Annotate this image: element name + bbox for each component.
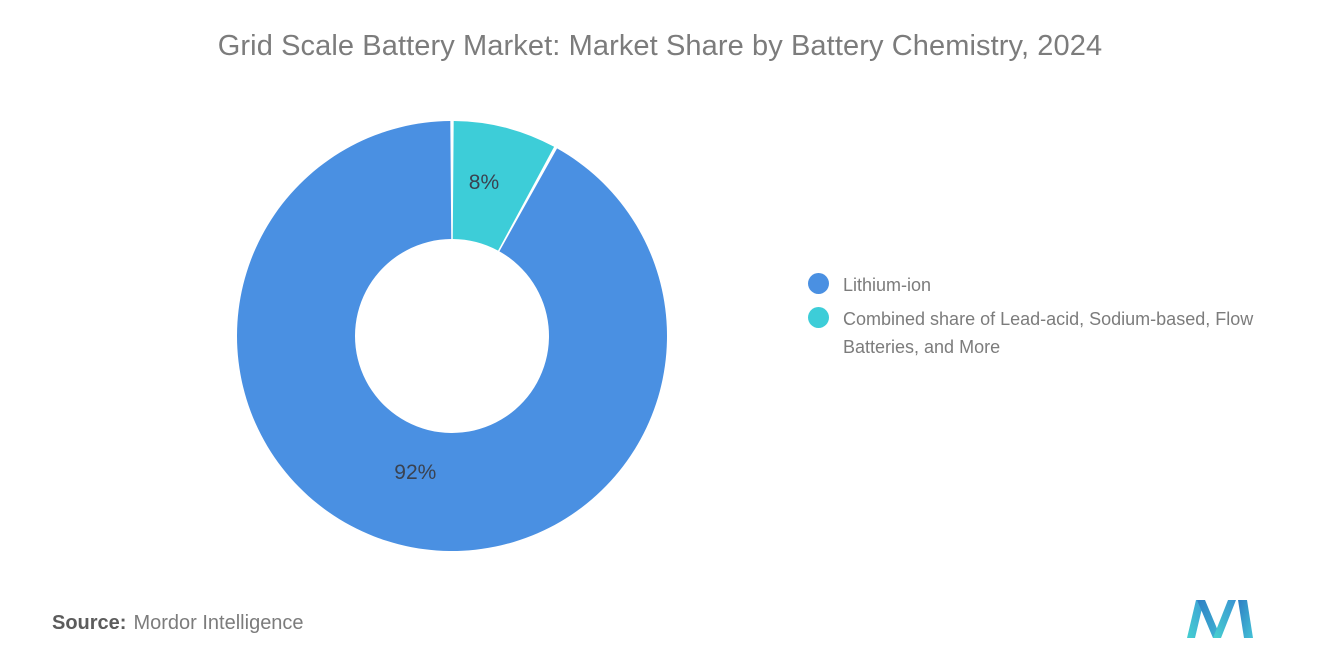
- donut-label-combined-share: 8%: [468, 170, 500, 194]
- source-prefix-label: Source:: [52, 612, 127, 634]
- source-value-label: Mordor Intelligence: [133, 612, 304, 634]
- donut-slice-combined-share[interactable]: [452, 121, 555, 251]
- source-line: Source: Mordor Intelligence: [52, 612, 304, 635]
- chart-title: Grid Scale Battery Market: Market Share …: [217, 30, 1103, 62]
- legend-label-combined-share: Combined share of Lead-acid, Sodium-base…: [843, 309, 1254, 357]
- chart-legend: Lithium-ion Combined share of Lead-acid,…: [808, 271, 1278, 367]
- mordor-intelligence-logo: [1187, 600, 1253, 638]
- donut-label-lithium-ion: 92%: [394, 461, 437, 484]
- donut-chart-svg: [237, 121, 667, 551]
- legend-item-combined-share[interactable]: Combined share of Lead-acid, Sodium-base…: [808, 305, 1278, 361]
- legend-label-lithium-ion: Lithium-ion: [843, 275, 932, 295]
- legend-swatch-icon-combined-share: [808, 307, 829, 328]
- donut-slice-lithium-ion[interactable]: [237, 121, 667, 551]
- legend-swatch-icon-lithium-ion: [808, 273, 829, 294]
- legend-item-lithium-ion[interactable]: Lithium-ion: [808, 271, 1278, 299]
- donut-chart: 8% 92%: [237, 121, 667, 551]
